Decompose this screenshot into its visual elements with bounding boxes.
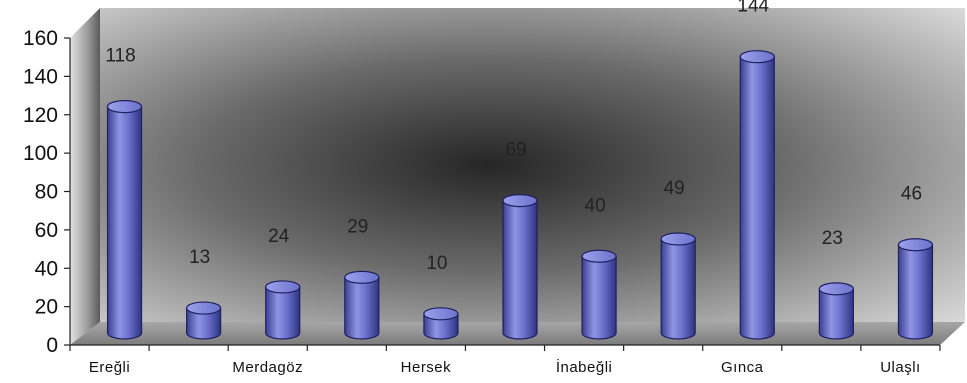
data-label: 29 (347, 216, 368, 237)
bar (106, 99, 143, 340)
bar-top (106, 99, 143, 114)
y-tick-label: 140 (23, 65, 58, 88)
bar (502, 194, 538, 340)
bar (265, 280, 301, 340)
bar (581, 249, 617, 340)
data-label: 13 (189, 247, 210, 268)
data-label: 69 (505, 140, 526, 161)
y-tick-label: 20 (35, 296, 58, 319)
data-label: 24 (268, 226, 290, 247)
data-label: 118 (105, 46, 135, 67)
bar-top (423, 307, 459, 321)
x-tick-label: Ulaşlı (880, 359, 921, 376)
bar-top (265, 280, 301, 294)
data-label: 49 (664, 178, 685, 199)
category-labels-group: Ereğli Merdagöz Hersek İnabeğli Gınca Ulaşlı (89, 358, 921, 376)
y-tick-label: 100 (23, 142, 58, 165)
y-tick-label: 160 (23, 27, 58, 50)
x-tick-label: Hersek (401, 359, 452, 376)
bar (660, 232, 696, 340)
bar-body (897, 244, 934, 340)
bar-body (818, 288, 854, 340)
bar-body (739, 56, 775, 340)
bar-top (739, 50, 775, 64)
data-label: 46 (901, 184, 922, 205)
bar (423, 307, 459, 340)
bar-body (502, 200, 538, 340)
x-tick-label: Ereğli (89, 359, 130, 376)
bar (344, 270, 380, 340)
y-tick-label: 120 (23, 104, 58, 127)
bar-top (660, 232, 696, 246)
bar-top (897, 238, 934, 252)
bar-top (581, 249, 617, 263)
y-axis-ticks: 0 20 40 60 80 100 120 140 160 (23, 27, 70, 357)
data-label: 23 (822, 228, 843, 249)
bar (818, 282, 854, 340)
bar-top (818, 282, 854, 296)
y-tick-label: 40 (35, 257, 58, 280)
bar-top (344, 270, 380, 284)
data-label: 144 (737, 0, 769, 17)
y-tick-label: 0 (46, 334, 58, 357)
bar (897, 238, 934, 340)
bar-top (186, 301, 222, 315)
x-tick-label: Merdagöz (232, 359, 303, 376)
y-tick-label: 80 (35, 181, 58, 204)
bar-body (423, 313, 459, 340)
data-labels-group: 118 13 24 29 10 69 40 49 144 23 46 (105, 0, 922, 274)
x-tick-label: İnabeğli (556, 358, 613, 376)
x-tick-label: Gınca (721, 359, 764, 376)
bar (186, 301, 222, 340)
bar-body (581, 255, 617, 340)
data-label: 10 (426, 253, 447, 274)
bar-body (186, 307, 222, 340)
bar-body (106, 105, 143, 340)
bars-group (106, 50, 934, 340)
bar-top (502, 194, 538, 208)
bar (739, 50, 775, 340)
bar-body (660, 238, 696, 340)
bar-body (344, 276, 380, 340)
x-axis-ticks (69, 345, 941, 351)
bar-body (265, 286, 301, 340)
y-tick-label: 60 (35, 219, 58, 242)
data-label: 40 (585, 195, 606, 216)
chart-side-wall (70, 8, 100, 345)
